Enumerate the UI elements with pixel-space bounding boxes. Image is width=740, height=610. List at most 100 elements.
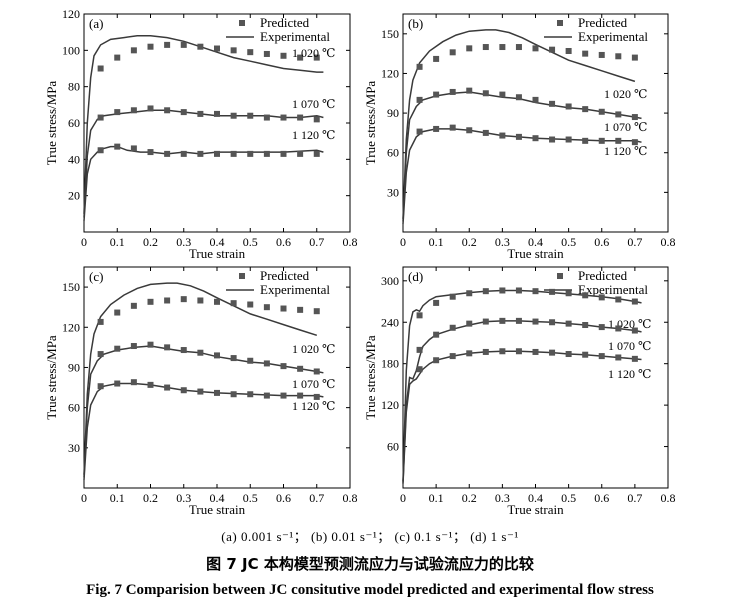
predicted-point <box>214 150 220 157</box>
legend-label-experimental: Experimental <box>578 29 648 44</box>
experimental-curve <box>402 29 636 219</box>
predicted-point <box>582 106 589 113</box>
predicted-point <box>97 318 104 325</box>
predicted-point <box>297 365 304 372</box>
predicted-point <box>482 288 489 295</box>
x-tick-label: 0.6 <box>594 235 609 249</box>
predicted-point <box>130 47 137 54</box>
predicted-point <box>180 296 187 303</box>
predicted-point <box>449 353 456 360</box>
y-tick-label: 150 <box>381 27 399 41</box>
predicted-point <box>247 49 254 56</box>
experimental-curve <box>83 345 324 478</box>
predicted-point <box>147 105 154 112</box>
panel-1: 0 0.1 0.2 0.3 0.4 0.5 0.6 0.7 0.8 30 60 90 120 150 Tru… <box>363 13 676 261</box>
predicted-point <box>499 91 506 98</box>
predicted-point <box>416 128 423 135</box>
legend-label-predicted: Predicted <box>260 15 310 30</box>
predicted-point <box>97 383 104 390</box>
predicted-point <box>214 389 220 396</box>
predicted-point <box>549 100 556 107</box>
predicted-point <box>147 149 154 156</box>
predicted-point <box>631 54 638 61</box>
predicted-point <box>114 345 121 352</box>
x-tick-label: 0.6 <box>276 235 291 249</box>
x-tick-label: 0.6 <box>276 491 291 505</box>
predicted-point <box>230 47 237 54</box>
predicted-point <box>97 65 104 72</box>
predicted-point <box>147 381 154 388</box>
predicted-point <box>615 111 622 118</box>
temperature-label: 1 120 ℃ <box>292 128 335 142</box>
predicted-point <box>582 292 589 299</box>
predicted-point <box>164 150 171 157</box>
panel-2: 0 0.1 0.2 0.3 0.4 0.5 0.6 0.7 0.8 30 60 90 120 150 Tru… <box>44 266 358 517</box>
predicted-point <box>565 47 572 54</box>
predicted-point <box>164 107 171 114</box>
predicted-point <box>263 360 270 367</box>
x-tick-label: 0.1 <box>429 235 444 249</box>
predicted-point <box>214 110 220 117</box>
predicted-point <box>565 136 572 143</box>
predicted-point <box>114 143 121 150</box>
predicted-point <box>549 288 556 295</box>
y-axis-title: True stress/MPa <box>44 81 59 166</box>
predicted-point <box>214 298 220 305</box>
y-tick-label: 120 <box>381 398 399 412</box>
predicted-point <box>466 87 473 94</box>
experimental-curve <box>83 145 324 222</box>
x-tick-label: 0.7 <box>309 491 324 505</box>
predicted-point <box>532 348 539 355</box>
predicted-point <box>582 137 589 144</box>
predicted-point <box>180 109 187 116</box>
experimental-curve <box>83 382 324 481</box>
y-tick-label: 90 <box>387 106 399 120</box>
experimental-curve <box>402 320 642 483</box>
predicted-point <box>549 349 556 356</box>
predicted-point <box>416 312 423 319</box>
y-tick-label: 60 <box>387 440 399 454</box>
predicted-point <box>449 293 456 300</box>
predicted-point <box>247 150 254 157</box>
predicted-point <box>164 297 171 304</box>
temperature-label: 1 120 ℃ <box>292 399 335 413</box>
predicted-point <box>416 63 423 70</box>
predicted-point <box>598 51 605 58</box>
predicted-point <box>598 108 605 115</box>
predicted-point <box>114 54 121 61</box>
predicted-point <box>433 357 440 364</box>
predicted-point <box>499 287 506 294</box>
y-tick-label: 240 <box>381 315 399 329</box>
predicted-point <box>130 145 137 152</box>
y-tick-label: 120 <box>62 7 80 21</box>
predicted-point <box>297 392 304 399</box>
predicted-point <box>615 53 622 60</box>
predicted-point <box>280 150 287 157</box>
temperature-label: 1 120 ℃ <box>604 144 647 158</box>
predicted-point <box>515 133 522 140</box>
predicted-point <box>416 96 423 103</box>
predicted-point <box>466 290 473 297</box>
predicted-point <box>197 110 204 117</box>
predicted-point <box>466 127 473 134</box>
predicted-point <box>313 150 320 157</box>
predicted-point <box>247 301 254 308</box>
x-tick-label: 0.4 <box>528 235 543 249</box>
predicted-point <box>97 147 104 154</box>
experimental-curve <box>402 350 642 484</box>
predicted-point <box>247 391 254 398</box>
predicted-point <box>582 50 589 57</box>
predicted-point <box>197 43 204 50</box>
predicted-point <box>598 294 605 301</box>
predicted-point <box>114 109 121 116</box>
predicted-point <box>482 90 489 97</box>
predicted-point <box>197 297 204 304</box>
predicted-point <box>164 344 171 351</box>
y-tick-label: 180 <box>381 357 399 371</box>
predicted-point <box>97 114 104 121</box>
predicted-point <box>180 150 187 157</box>
predicted-point <box>263 114 270 121</box>
x-tick-label: 0.8 <box>661 491 676 505</box>
predicted-point <box>515 94 522 101</box>
x-tick-label: 0.1 <box>429 491 444 505</box>
